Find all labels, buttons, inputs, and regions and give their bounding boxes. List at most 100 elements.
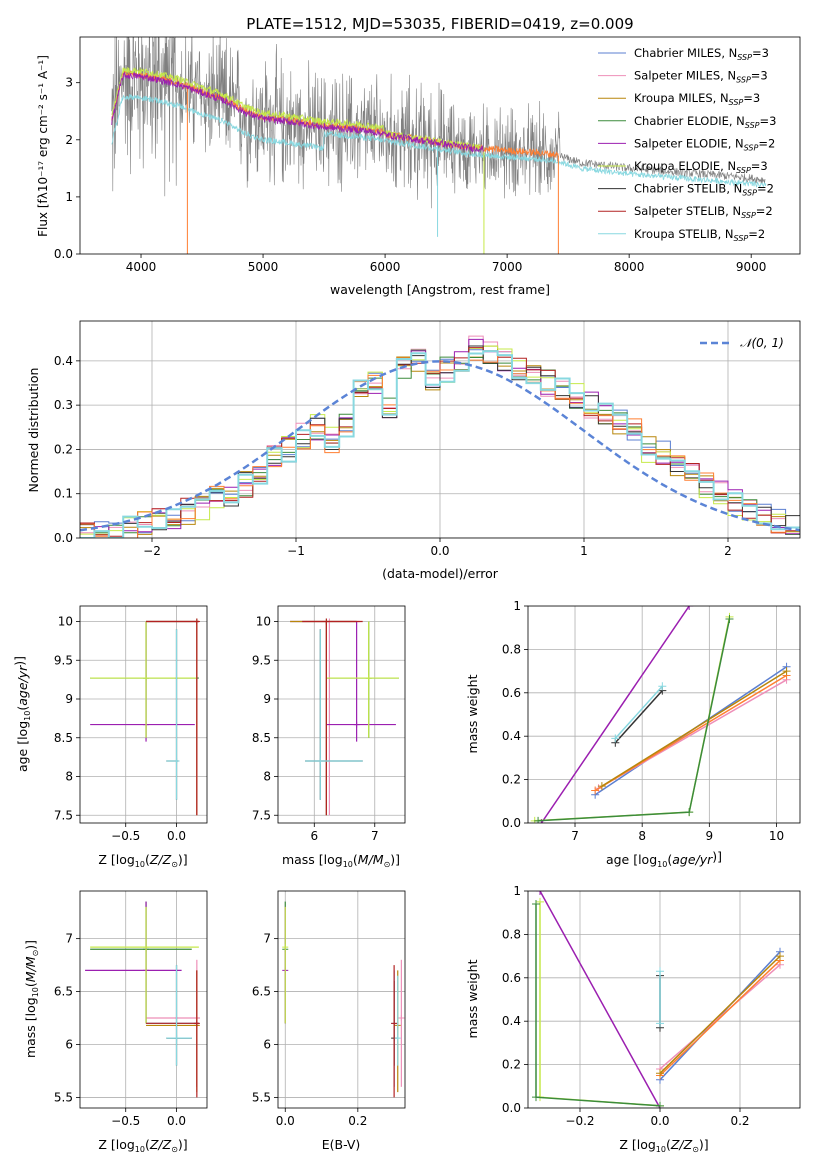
model-spectrum xyxy=(111,94,767,189)
weight-line xyxy=(540,606,690,823)
weight-point xyxy=(776,952,784,961)
x-tick-label: 10 xyxy=(769,829,784,843)
axes-frame xyxy=(277,605,406,824)
y-tick-label: 0.4 xyxy=(502,729,521,743)
data-point xyxy=(143,675,150,682)
y-tick-label: 7 xyxy=(263,932,271,946)
x-tick-label: 0.2 xyxy=(348,1114,367,1128)
weight-line xyxy=(659,959,781,1077)
y-axis-label: mass weight xyxy=(465,959,480,1038)
y-tick-label: 0.3 xyxy=(54,398,73,412)
x-tick-label: 8000 xyxy=(614,260,645,274)
y-tick-label: 0.1 xyxy=(54,487,73,501)
y-tick-label: 5.5 xyxy=(252,1090,271,1104)
x-axis-label: wavelength [Angstrom, rest frame] xyxy=(330,282,550,297)
y-tick-label: 9 xyxy=(263,692,271,706)
x-tick-label: 9 xyxy=(706,829,714,843)
legend-label: Salpeter ELODIE, NSSP=2 xyxy=(634,136,775,152)
model-spectrum xyxy=(111,71,485,154)
panel-spectrum: 4000 5000 6000 7000 8000 9000 0.0 1 2 3 Chabrier M… xyxy=(36,36,801,297)
legend-label: Chabrier ELODIE, NSSP=3 xyxy=(634,114,776,130)
data-point xyxy=(353,721,360,728)
x-tick-label: 7 xyxy=(371,829,379,843)
legend-label: Kroupa MILES, NSSP=3 xyxy=(634,91,760,107)
plot-area xyxy=(111,37,767,254)
x-axis-label: Z [log10(Z/Z⊙)] xyxy=(98,852,187,869)
plot-area xyxy=(278,606,405,823)
y-tick-label: 10 xyxy=(58,615,73,629)
weight-point xyxy=(611,734,620,743)
y-tick-label: 6 xyxy=(263,1037,271,1051)
data-point xyxy=(365,675,372,682)
y-tick-label: 0.2 xyxy=(502,773,521,787)
axes-frame xyxy=(527,890,801,1109)
model-spectrum xyxy=(111,67,485,151)
plot-area xyxy=(80,891,207,1108)
weight-point xyxy=(532,1093,540,1102)
x-axis-label: age [log10(age/yr)] xyxy=(606,849,722,869)
weight-line xyxy=(601,670,787,787)
panel-age-vs-Z: −0.5 0.0 7.5 8 8.5 9 9.5 10 Z [log10(Z/Z⊙)] age [… xyxy=(12,605,208,869)
y-tick-label: 7.5 xyxy=(252,808,271,822)
weight-point xyxy=(685,808,694,817)
x-tick-label: 1 xyxy=(580,544,588,558)
x-tick-label: 7000 xyxy=(492,260,523,274)
weight-line xyxy=(614,685,663,739)
y-axis-label: age [log10(age/yr)] xyxy=(12,656,32,772)
y-tick-label: 8.5 xyxy=(54,731,73,745)
x-axis-label: (data-model)/error xyxy=(382,566,499,581)
x-tick-label: −2 xyxy=(143,544,161,558)
x-axis-label: mass [log10(M/M⊙)] xyxy=(282,852,400,869)
data-point xyxy=(398,1015,405,1022)
x-tick-label: −0.5 xyxy=(111,1114,140,1128)
y-tick-label: 9 xyxy=(65,692,73,706)
x-tick-label: 5000 xyxy=(248,260,279,274)
x-tick-label: 0.0 xyxy=(430,544,449,558)
y-tick-label: 6.5 xyxy=(54,985,73,999)
axes-frame xyxy=(79,320,801,539)
y-axis-label: Flux [fλ10⁻¹⁷ erg cm⁻² s⁻¹ A⁻¹] xyxy=(36,55,50,237)
weight-point xyxy=(656,1069,664,1078)
y-axis-label: mass weight xyxy=(465,674,480,753)
legend-label: Kroupa ELODIE, NSSP=3 xyxy=(634,159,768,175)
weight-point xyxy=(656,1019,664,1028)
x-tick-label: 7 xyxy=(571,829,579,843)
x-tick-label: 2 xyxy=(724,544,732,558)
weight-point xyxy=(656,967,664,976)
data-point xyxy=(323,618,330,625)
y-tick-label: 8 xyxy=(65,770,73,784)
axes-frame xyxy=(79,605,208,824)
y-tick-label: 9.5 xyxy=(54,653,73,667)
legend-label: Salpeter STELIB, NSSP=2 xyxy=(634,204,773,220)
y-tick-label: 9.5 xyxy=(252,653,271,667)
data-point xyxy=(143,944,150,951)
weight-point xyxy=(591,786,600,795)
y-tick-label: 8 xyxy=(263,770,271,784)
data-point xyxy=(173,758,180,764)
y-tick-label: 1 xyxy=(513,884,521,898)
x-tick-label: 0.0 xyxy=(650,1114,669,1128)
data-point xyxy=(282,944,289,951)
y-tick-label: 10 xyxy=(256,615,271,629)
y-axis-label: Normed distribution xyxy=(26,368,41,493)
panel-residuals: −2 −1 0.0 1 2 0.0 0.1 0.2 0.3 0.4 𝒩(0, 1) (data-mod… xyxy=(26,320,801,581)
plot-area xyxy=(80,606,207,823)
y-tick-label: 0.8 xyxy=(502,927,521,941)
y-tick-label: 6 xyxy=(65,1037,73,1051)
weight-point xyxy=(532,900,540,909)
legend-label: Chabrier MILES, NSSP=3 xyxy=(634,46,769,62)
x-tick-label: 6 xyxy=(310,829,318,843)
x-tick-label: 0.0 xyxy=(167,1114,186,1128)
weight-point xyxy=(597,782,606,791)
panel-weight-vs-Z: −0.2 0.0 0.2 0.0 0.2 0.4 0.6 0.8 1 Z [log10(Z/Z⊙)… xyxy=(465,884,801,1154)
weight-line xyxy=(659,964,781,1070)
x-tick-label: 0.2 xyxy=(730,1114,749,1128)
weight-line xyxy=(659,951,781,1081)
y-tick-label: 0.8 xyxy=(502,642,521,656)
data-point xyxy=(317,758,324,764)
panel-age-vs-mass: 6 7 7.5 8 8.5 9 9.5 10 mass [log10(M/M⊙)] xyxy=(252,605,406,869)
y-tick-label: 1 xyxy=(513,599,521,613)
weight-line xyxy=(594,674,787,792)
data-point xyxy=(193,1020,200,1027)
y-tick-label: 0.2 xyxy=(502,1058,521,1072)
